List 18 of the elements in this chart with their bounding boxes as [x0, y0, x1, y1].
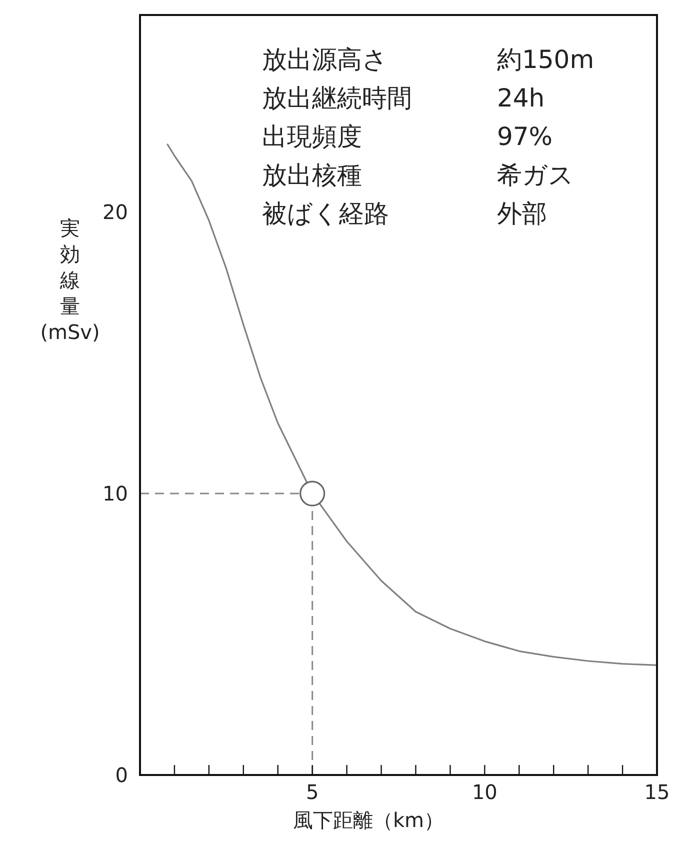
annotation: 外部 — [497, 199, 547, 228]
y-tick-label: 0 — [115, 763, 128, 787]
annotation: 放出継続時間 — [262, 84, 412, 112]
y-tick-label: 20 — [102, 200, 128, 224]
annotation: 放出源高さ — [262, 45, 388, 74]
x-tick-label: 5 — [306, 780, 319, 804]
x-tick-label: 15 — [644, 780, 670, 804]
annotation: 被ばく経路 — [262, 199, 389, 228]
annotation: 希ガス — [497, 160, 574, 190]
x-tick-label: 10 — [472, 780, 498, 804]
annotation: 97% — [497, 122, 553, 151]
annotation: 放出核種 — [262, 160, 362, 190]
annotation: 出現頻度 — [262, 122, 362, 151]
y-tick-label: 10 — [102, 482, 128, 506]
y-axis-title: 実効線量(mSv) — [40, 216, 100, 344]
x-axis-title: 風下距離（km） — [292, 808, 444, 832]
annotation: 約150m — [497, 45, 594, 74]
annotation: 24h — [497, 84, 545, 112]
